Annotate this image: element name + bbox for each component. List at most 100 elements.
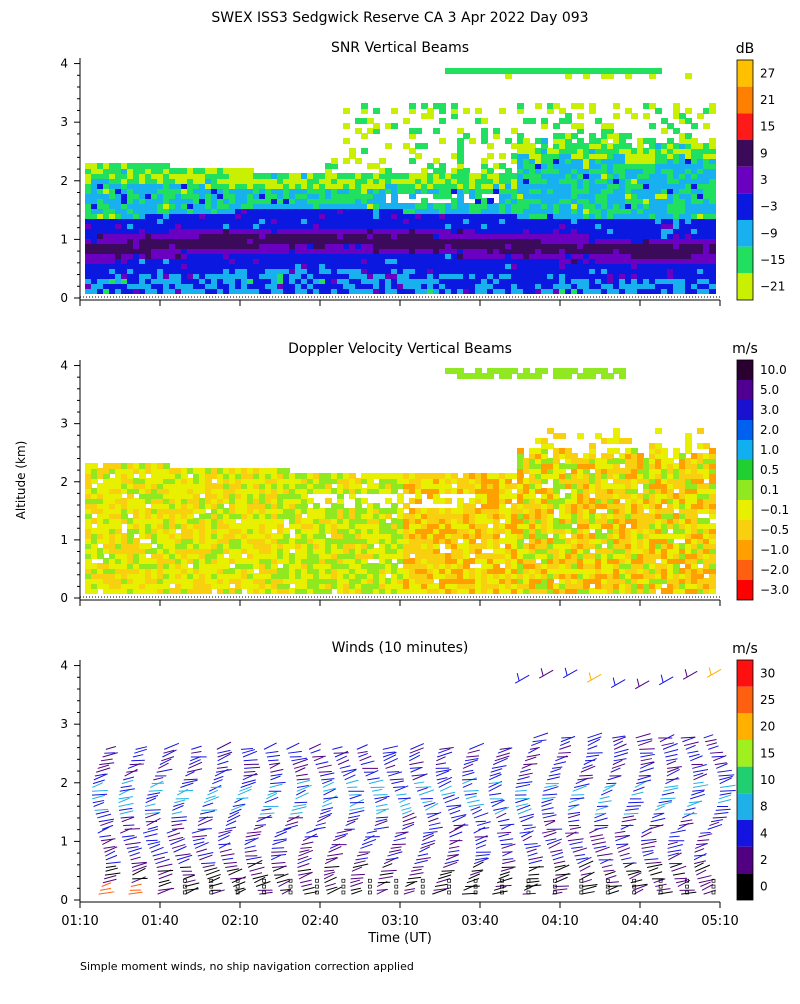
colorbar-swatch — [737, 193, 753, 220]
doppler-cell — [499, 523, 506, 529]
doppler-cell — [469, 498, 476, 504]
y-tick-label: 2 — [60, 174, 68, 188]
snr-cell — [397, 203, 404, 209]
snr-cell — [169, 168, 176, 174]
doppler-cell — [397, 508, 404, 514]
snr-cell — [415, 128, 422, 134]
doppler-cell — [121, 498, 128, 504]
y-tick-label: 0 — [60, 291, 68, 305]
doppler-cell — [553, 518, 560, 524]
snr-cell — [121, 163, 128, 169]
doppler-cell — [109, 463, 116, 469]
snr-cell — [211, 168, 218, 174]
snr-cell — [361, 133, 368, 139]
snr-cell — [361, 148, 368, 154]
snr-heatmap — [85, 68, 716, 294]
snr-cell — [463, 133, 470, 139]
snr-cell — [301, 173, 308, 179]
snr-cell — [547, 148, 554, 154]
snr-cell — [655, 143, 662, 149]
doppler-cell — [127, 518, 134, 524]
snr-cell — [319, 173, 326, 179]
snr-cell — [433, 158, 440, 164]
snr-cell — [661, 128, 668, 134]
doppler-cell — [103, 558, 110, 564]
snr-cell — [103, 163, 110, 169]
snr-cell — [175, 168, 182, 174]
snr-cell — [457, 68, 464, 74]
doppler-cell — [91, 518, 98, 524]
snr-cell — [691, 138, 698, 144]
doppler-cell — [349, 508, 356, 514]
doppler-cell — [325, 473, 332, 479]
snr-cell — [505, 138, 512, 144]
doppler-cell — [385, 473, 392, 479]
snr-cell — [589, 133, 596, 139]
doppler-cell — [559, 368, 566, 374]
snr-cell — [571, 133, 578, 139]
doppler-cell — [511, 493, 518, 499]
doppler-cell — [97, 548, 104, 554]
doppler-cell — [223, 468, 230, 474]
doppler-cell — [487, 528, 494, 534]
snr-cell — [697, 143, 704, 149]
snr-cell — [265, 173, 272, 179]
doppler-cell — [217, 468, 224, 474]
snr-cell — [151, 163, 158, 169]
doppler-cell — [145, 508, 152, 514]
snr-cell — [697, 113, 704, 119]
doppler-cell — [553, 583, 560, 589]
snr-cell — [553, 103, 560, 109]
doppler-cell — [451, 488, 458, 494]
doppler-cell — [511, 483, 518, 489]
doppler-cell — [283, 468, 290, 474]
doppler-cell — [229, 568, 236, 574]
doppler-cell — [169, 588, 176, 594]
colorbar-swatch — [737, 140, 753, 167]
snr-cell — [457, 128, 464, 134]
doppler-cell — [205, 468, 212, 474]
snr-cell — [481, 128, 488, 134]
snr-cell — [367, 118, 374, 124]
snr-cell — [445, 203, 452, 209]
doppler-cell — [469, 568, 476, 574]
snr-cell — [511, 143, 518, 149]
doppler-cell — [295, 473, 302, 479]
snr-cell — [385, 168, 392, 174]
doppler-cell — [373, 503, 380, 509]
snr-cell — [253, 173, 260, 179]
snr-cell — [349, 173, 356, 179]
doppler-cell — [565, 538, 572, 544]
doppler-cell — [367, 563, 374, 569]
doppler-cell — [475, 508, 482, 514]
snr-cell — [85, 163, 92, 169]
doppler-cell — [361, 498, 368, 504]
doppler-cell — [571, 368, 578, 374]
doppler-cell — [547, 428, 554, 434]
doppler-cell — [559, 433, 566, 439]
colorbar-label: 9 — [760, 146, 768, 160]
snr-cell — [295, 173, 302, 179]
snr-cell — [385, 123, 392, 129]
snr-cell — [421, 168, 428, 174]
snr-cell — [553, 123, 560, 129]
snr-cell — [673, 128, 680, 134]
doppler-cell — [463, 373, 470, 379]
snr-cell — [451, 198, 458, 204]
snr-cell — [451, 68, 458, 74]
snr-cell — [343, 158, 350, 164]
snr-cell — [469, 138, 476, 144]
doppler-cell — [241, 558, 248, 564]
doppler-cell — [133, 498, 140, 504]
snr-cell — [607, 68, 614, 74]
snr-cell — [487, 198, 494, 204]
doppler-cell — [121, 463, 128, 469]
doppler-cell — [157, 463, 164, 469]
doppler-cell — [91, 563, 98, 569]
doppler-cell — [379, 508, 386, 514]
doppler-cell — [565, 368, 572, 374]
snr-cell — [463, 68, 470, 74]
snr-cell — [535, 148, 542, 154]
